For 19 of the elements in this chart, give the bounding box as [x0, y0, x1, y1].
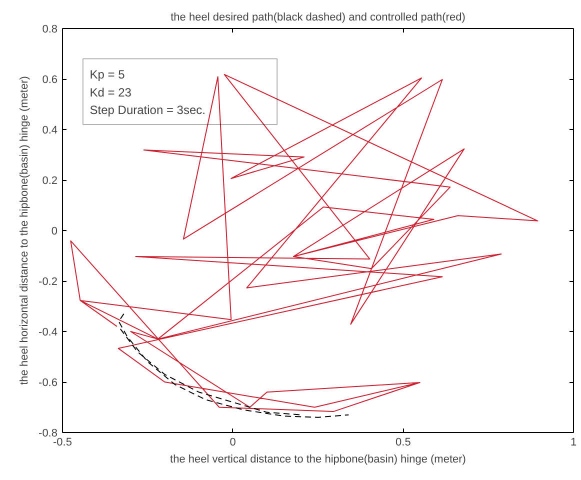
x-tick-label: -0.5 — [53, 436, 72, 448]
annotation: Step Duration = 3sec. — [90, 102, 206, 117]
y-tick-label: 0 — [51, 226, 58, 238]
x-tick-label: 1 — [570, 436, 577, 448]
x-tick-label: 0.5 — [396, 436, 411, 448]
y-tick-label: -0.6 — [38, 377, 58, 389]
y-axis-title: the heel horizontal distance to the hipbone(basin) hinge (meter) — [18, 76, 31, 385]
y-tick-label: 0.2 — [42, 175, 58, 187]
y-tick-label: -0.4 — [38, 326, 58, 338]
y-tick-label: 0.4 — [42, 124, 58, 136]
y-tick-label: 0.8 — [42, 24, 58, 36]
annotation: Kd = 23 — [90, 85, 132, 100]
x-axis-title: the heel vertical distance to the hipbone(basin) hinge (meter) — [170, 454, 466, 466]
y-tick-label: -0.2 — [38, 276, 58, 288]
x-tick-label: 0 — [230, 436, 236, 448]
chart-title: the heel desired path(black dashed) and controlled path(red) — [170, 12, 466, 24]
y-tick-label: -0.8 — [38, 428, 58, 440]
annotation: Kp = 5 — [90, 68, 126, 82]
y-tick-label: 0.6 — [42, 74, 58, 86]
